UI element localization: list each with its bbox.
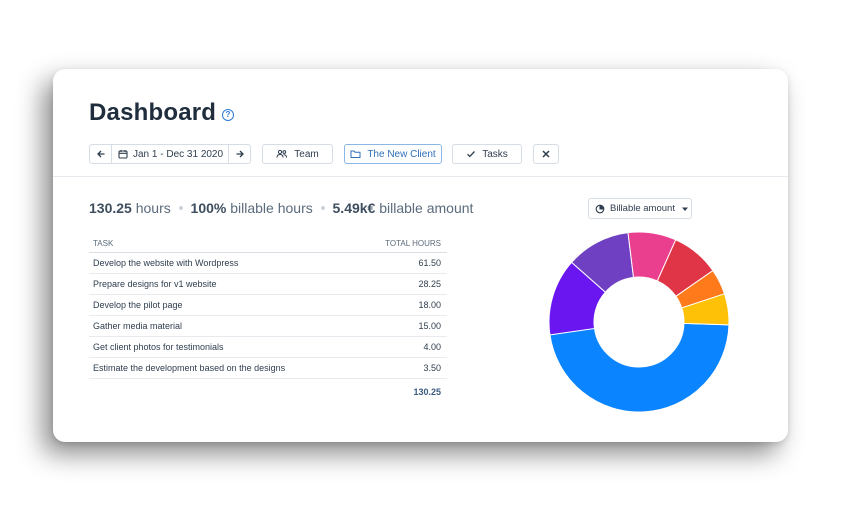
arrow-left-icon	[96, 150, 104, 158]
separator-dot	[320, 206, 325, 211]
billable-percent-value: 100%	[190, 200, 227, 216]
table-footer: 130.25	[89, 379, 447, 405]
date-range-picker: Jan 1 - Dec 31 2020	[89, 144, 251, 164]
task-hours-cell: 28.25	[418, 279, 441, 289]
total-hours-value: 130.25	[89, 200, 132, 216]
total-hours-label: hours	[135, 200, 171, 216]
task-name-cell: Gather media material	[93, 321, 183, 331]
billable-amount-value: 5.49k€	[332, 200, 376, 216]
table-row[interactable]: Estimate the development based on the de…	[89, 358, 447, 379]
clear-filters-button[interactable]	[533, 144, 559, 164]
task-hours-cell: 61.50	[418, 258, 441, 268]
team-icon	[276, 149, 288, 158]
tasks-filter-button[interactable]: Tasks	[452, 144, 522, 164]
column-header-task: TASK	[93, 238, 114, 248]
total-hours-cell: 130.25	[413, 387, 441, 397]
page-title: Dashboard	[89, 99, 217, 126]
arrow-right-icon	[236, 150, 244, 158]
table-row[interactable]: Gather media material 15.00	[89, 316, 447, 337]
donut-slice[interactable]	[681, 293, 730, 326]
task-name-cell: Prepare designs for v1 website	[93, 279, 217, 289]
donut-slice[interactable]	[549, 322, 730, 413]
close-icon	[542, 150, 550, 158]
tasks-table: TASK TOTAL HOURS Develop the website wit…	[89, 234, 447, 405]
task-name-cell: Get client photos for testimonials	[93, 342, 224, 352]
task-hours-cell: 3.50	[423, 363, 441, 373]
client-filter-button[interactable]: The New Client	[344, 144, 442, 164]
table-row[interactable]: Develop the pilot page 18.00	[89, 295, 447, 316]
chart-metric-label: Billable amount	[610, 203, 675, 214]
chart-metric-dropdown[interactable]: Billable amount	[588, 198, 692, 219]
question-circle-icon[interactable]: ?	[222, 109, 234, 121]
toolbar-divider	[53, 176, 788, 177]
next-period-button[interactable]	[228, 145, 250, 163]
folder-icon	[350, 150, 361, 158]
prev-period-button[interactable]	[90, 145, 112, 163]
team-filter-label: Team	[294, 148, 319, 160]
separator-dot	[178, 206, 183, 211]
date-range-button[interactable]: Jan 1 - Dec 31 2020	[112, 145, 228, 163]
checkmark-icon	[467, 151, 476, 158]
column-header-hours: TOTAL HOURS	[385, 238, 441, 248]
table-row[interactable]: Prepare designs for v1 website 28.25	[89, 274, 447, 295]
pie-chart-icon	[595, 204, 605, 213]
client-filter-label: The New Client	[367, 148, 436, 160]
table-body: Develop the website with Wordpress 61.50 P…	[89, 253, 447, 379]
task-hours-cell: 4.00	[423, 342, 441, 352]
billable-hours-label: billable hours	[230, 200, 313, 216]
table-row[interactable]: Get client photos for testimonials 4.00	[89, 337, 447, 358]
donut-chart	[548, 231, 730, 418]
task-name-cell: Develop the website with Wordpress	[93, 258, 239, 268]
table-header: TASK TOTAL HOURS	[89, 234, 447, 253]
donut-chart-svg	[548, 231, 730, 413]
summary-line: 130.25 hours 100% billable hours 5.49k€ …	[89, 200, 473, 216]
table-row[interactable]: Develop the website with Wordpress 61.50	[89, 253, 447, 274]
task-hours-cell: 15.00	[418, 321, 441, 331]
task-name-cell: Estimate the development based on the de…	[93, 363, 286, 373]
task-hours-cell: 18.00	[418, 300, 441, 310]
dashboard-card: Dashboard ? Jan 1 - Dec 31 2020 Team The…	[53, 69, 788, 442]
team-filter-button[interactable]: Team	[262, 144, 333, 164]
date-range-label: Jan 1 - Dec 31 2020	[133, 148, 224, 160]
task-name-cell: Develop the pilot page	[93, 300, 183, 310]
billable-amount-label: billable amount	[379, 200, 474, 216]
tasks-filter-label: Tasks	[482, 148, 508, 160]
calendar-icon	[118, 150, 128, 159]
caret-down-icon	[681, 207, 688, 211]
